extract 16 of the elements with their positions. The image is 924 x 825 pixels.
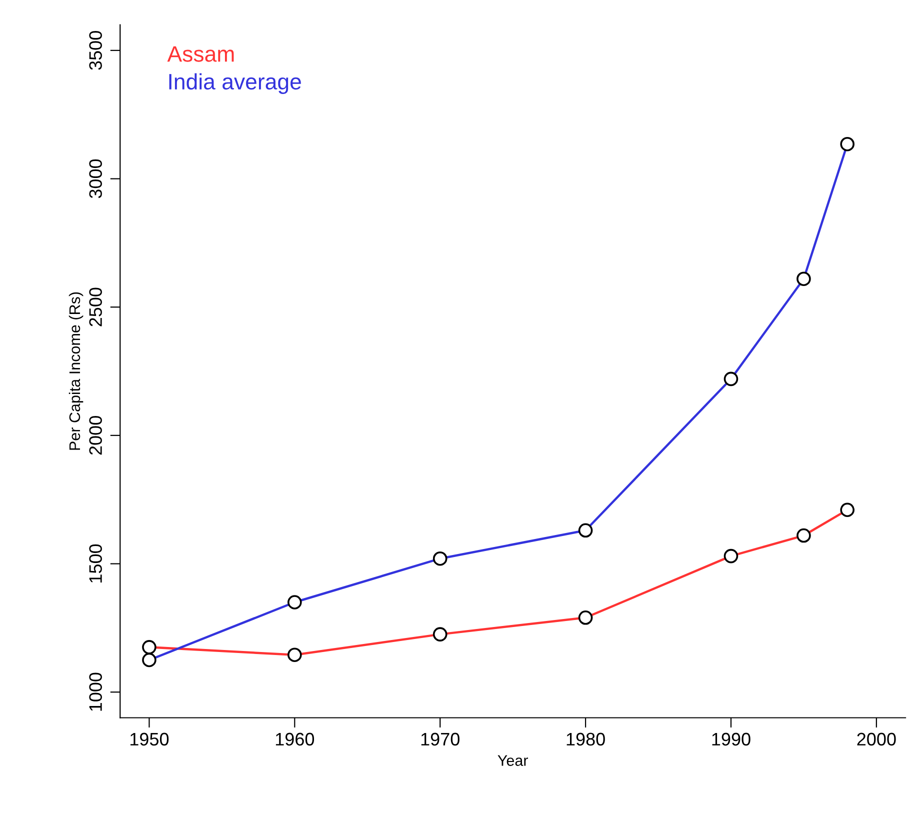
- y-tick-label: 3000: [89, 159, 102, 198]
- y-tick-label: 2000: [89, 416, 102, 455]
- x-axis-title: Year: [498, 755, 528, 766]
- x-tick-label: 1970: [421, 732, 460, 746]
- y-tick-label: 1500: [89, 544, 102, 582]
- x-tick-label: 1950: [130, 732, 169, 746]
- x-tick-label: 1960: [276, 732, 314, 746]
- x-tick-label: 2000: [857, 732, 896, 746]
- text: Assam: [167, 46, 234, 62]
- y-tick-label: 2500: [89, 288, 102, 326]
- y-tick-label: 3500: [89, 31, 102, 70]
- y-axis-title: Per Capita Income (Rs): [68, 292, 84, 450]
- text: India average: [169, 73, 301, 94]
- y-tick-label: 1000: [89, 672, 102, 711]
- x-tick-label: 1990: [712, 732, 750, 746]
- x-tick-label: 1980: [566, 732, 605, 746]
